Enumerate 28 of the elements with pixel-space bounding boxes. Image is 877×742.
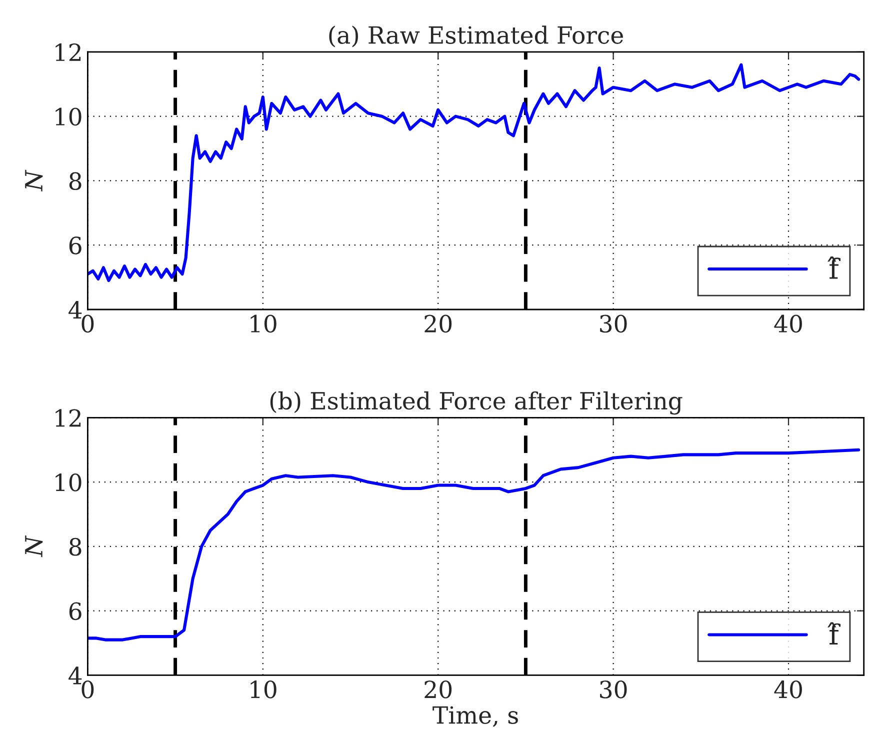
y-tick-label: 8 (69, 172, 82, 190)
x-tick-label: 30 (600, 680, 627, 698)
x-tick-label: 20 (424, 314, 452, 333)
y-tick-label: 10 (56, 108, 82, 126)
y-tick-label: 12 (56, 409, 81, 427)
y-axis-title: N (25, 535, 43, 558)
chart-title: (b) Estimated Force after Filtering (270, 391, 682, 415)
y-tick-label: 4 (68, 300, 82, 318)
x-tick-label: 0 (82, 314, 94, 333)
x-tick-label: 20 (424, 680, 452, 698)
y-tick-label: 12 (56, 43, 81, 61)
x-axis-title: Time, s (432, 706, 518, 727)
legend-label: f̂ (828, 256, 841, 279)
y-tick-label: 10 (56, 474, 82, 492)
line-series (88, 63, 860, 282)
chart-title: (a) Raw Estimated Force (329, 26, 624, 48)
x-tick-label: 40 (774, 314, 802, 333)
legend-label: f̂ (828, 622, 841, 644)
x-tick-label: 30 (600, 314, 627, 333)
x-tick-label: 10 (250, 314, 276, 333)
y-tick-label: 6 (69, 602, 82, 620)
y-tick-label: 6 (69, 236, 82, 254)
x-tick-label: 40 (774, 680, 802, 698)
y-tick-label: 4 (68, 666, 82, 684)
x-tick-label: 0 (82, 680, 94, 698)
y-axis-title: N (25, 170, 43, 192)
y-tick-label: 8 (69, 538, 82, 556)
x-tick-label: 10 (250, 680, 276, 698)
